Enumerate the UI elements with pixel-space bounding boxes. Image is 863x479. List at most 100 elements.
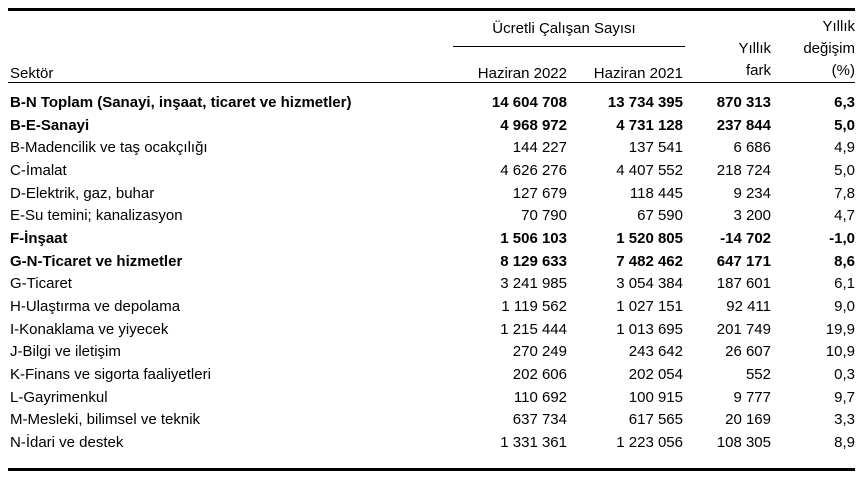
- annual-diff-cell: 870 313: [716, 93, 771, 111]
- sector-cell: H-Ulaştırma ve depolama: [10, 298, 181, 316]
- annual-diff-cell: 3 200: [733, 207, 771, 225]
- annual-change-cell: -1,0: [829, 229, 855, 247]
- sector-cell: B-E-Sanayi: [10, 116, 90, 134]
- annual-diff-cell: 92 411: [726, 298, 771, 316]
- june-2021-column-header: Haziran 2021: [593, 65, 683, 82]
- table-row: F-İnşaat 1 506 103 1 520 805 -14 702 -1,…: [8, 227, 855, 250]
- jun2022-cell: 70 790: [521, 207, 567, 225]
- sector-cell: B-N Toplam (Sanayi, inşaat, ticaret ve h…: [10, 93, 352, 111]
- annual-change-cell: 6,3: [834, 93, 855, 111]
- table-row: J-Bilgi ve iletişim 270 249 243 642 26 6…: [8, 341, 855, 364]
- jun2022-cell: 144 227: [512, 139, 567, 157]
- jun2022-cell: 8 129 633: [500, 252, 567, 270]
- table-row: G-Ticaret 3 241 985 3 054 384 187 601 6,…: [8, 273, 855, 296]
- sector-cell: N-İdari ve destek: [10, 434, 124, 452]
- annual-change-cell: 4,9: [834, 139, 855, 157]
- annual-change-cell: 0,3: [834, 366, 855, 384]
- annual-diff-cell: 9 234: [733, 184, 771, 202]
- sector-cell: G-N-Ticaret ve hizmetler: [10, 252, 183, 270]
- table-row: L-Gayrimenkul 110 692 100 915 9 777 9,7: [8, 386, 855, 409]
- june-2022-column-header: Haziran 2022: [477, 65, 567, 82]
- jun2021-cell: 100 915: [628, 388, 683, 406]
- jun2022-cell: 1 331 361: [500, 434, 567, 452]
- table-body: B-N Toplam (Sanayi, inşaat, ticaret ve h…: [8, 83, 855, 468]
- jun2021-cell: 202 054: [628, 366, 683, 384]
- annual-change-header-line1: Yıllık: [822, 18, 855, 35]
- jun2022-cell: 127 679: [512, 184, 567, 202]
- sector-cell: G-Ticaret: [10, 275, 72, 293]
- jun2022-cell: 1 506 103: [500, 229, 567, 247]
- table-row: N-İdari ve destek 1 331 361 1 223 056 10…: [8, 431, 855, 454]
- table-row: E-Su temini; kanalizasyon 70 790 67 590 …: [8, 204, 855, 227]
- paid-employees-table: Sektör Ücretli Çalışan Sayısı Haziran 20…: [8, 8, 855, 471]
- sector-column-header: Sektör: [10, 65, 54, 82]
- jun2022-cell: 202 606: [512, 366, 567, 384]
- jun2021-cell: 1 013 695: [616, 320, 683, 338]
- jun2021-cell: 1 027 151: [616, 298, 683, 316]
- annual-diff-cell: 9 777: [733, 388, 771, 406]
- annual-change-cell: 6,1: [834, 275, 855, 293]
- jun2022-cell: 3 241 985: [500, 275, 567, 293]
- annual-diff-header-line2: fark: [745, 62, 771, 79]
- table-row: I-Konaklama ve yiyecek 1 215 444 1 013 6…: [8, 318, 855, 341]
- employee-count-group-header: Ücretli Çalışan Sayısı Haziran 2022 Hazi…: [445, 11, 685, 85]
- annual-change-cell: 9,7: [834, 388, 855, 406]
- jun2021-cell: 1 520 805: [616, 229, 683, 247]
- table-row: M-Mesleki, bilimsel ve teknik 637 734 61…: [8, 409, 855, 432]
- jun2022-cell: 1 215 444: [500, 320, 567, 338]
- annual-diff-cell: 201 749: [716, 320, 771, 338]
- sector-cell: B-Madencilik ve taş ocakçılığı: [10, 139, 208, 157]
- jun2022-cell: 1 119 562: [501, 298, 567, 316]
- jun2021-cell: 4 407 552: [616, 161, 683, 179]
- annual-diff-cell: 187 601: [716, 275, 771, 293]
- sector-cell: M-Mesleki, bilimsel ve teknik: [10, 411, 201, 429]
- jun2021-cell: 67 590: [637, 207, 683, 225]
- jun2022-cell: 637 734: [512, 411, 567, 429]
- annual-change-cell: 5,0: [834, 161, 855, 179]
- jun2021-cell: 3 054 384: [616, 275, 683, 293]
- table-row: B-E-Sanayi 4 968 972 4 731 128 237 844 5…: [8, 114, 855, 137]
- annual-diff-header-line1: Yıllık: [738, 40, 771, 57]
- table-row: B-N Toplam (Sanayi, inşaat, ticaret ve h…: [8, 91, 855, 114]
- jun2021-cell: 7 482 462: [616, 252, 683, 270]
- jun2022-cell: 110 692: [513, 388, 567, 406]
- annual-change-cell: 8,6: [834, 252, 855, 270]
- annual-diff-cell: 237 844: [716, 116, 771, 134]
- annual-diff-cell: -14 702: [720, 229, 771, 247]
- annual-change-cell: 3,3: [834, 411, 855, 429]
- sector-cell: J-Bilgi ve iletişim: [10, 343, 121, 361]
- annual-change-cell: 19,9: [825, 320, 855, 338]
- jun2022-cell: 4 626 276: [500, 161, 567, 179]
- table-row: C-İmalat 4 626 276 4 407 552 218 724 5,0: [8, 159, 855, 182]
- jun2021-cell: 13 734 395: [607, 93, 683, 111]
- jun2021-cell: 617 565: [628, 411, 683, 429]
- annual-change-cell: 4,7: [834, 207, 855, 225]
- annual-diff-cell: 218 724: [716, 161, 771, 179]
- annual-diff-cell: 647 171: [716, 252, 771, 270]
- annual-diff-column-header: Yıllık fark: [683, 11, 771, 85]
- annual-diff-cell: 6 686: [733, 139, 771, 157]
- annual-change-cell: 8,9: [834, 434, 855, 452]
- annual-diff-cell: 26 607: [725, 343, 771, 361]
- annual-diff-cell: 552: [745, 366, 771, 384]
- jun2022-cell: 4 968 972: [500, 116, 567, 134]
- sector-cell: K-Finans ve sigorta faaliyetleri: [10, 366, 211, 384]
- table-row: D-Elektrik, gaz, buhar 127 679 118 445 9…: [8, 182, 855, 205]
- table-row: B-Madencilik ve taş ocakçılığı 144 227 1…: [8, 136, 855, 159]
- annual-change-header-line2: değişim: [803, 40, 855, 57]
- sector-cell: F-İnşaat: [10, 229, 68, 247]
- group-title: Ücretli Çalışan Sayısı: [492, 20, 636, 37]
- table-row: K-Finans ve sigorta faaliyetleri 202 606…: [8, 363, 855, 386]
- table-bottom-rule: [8, 468, 855, 471]
- annual-change-column-header: Yıllık değişim (%): [771, 11, 855, 85]
- sector-cell: L-Gayrimenkul: [10, 388, 108, 406]
- annual-diff-cell: 108 305: [716, 434, 771, 452]
- annual-diff-cell: 20 169: [725, 411, 771, 429]
- group-underline: [453, 46, 685, 47]
- table-row: G-N-Ticaret ve hizmetler 8 129 633 7 482…: [8, 250, 855, 273]
- sector-cell: I-Konaklama ve yiyecek: [10, 320, 169, 338]
- jun2021-cell: 4 731 128: [616, 116, 683, 134]
- table-row: H-Ulaştırma ve depolama 1 119 562 1 027 …: [8, 295, 855, 318]
- table-header: Sektör Ücretli Çalışan Sayısı Haziran 20…: [8, 11, 855, 83]
